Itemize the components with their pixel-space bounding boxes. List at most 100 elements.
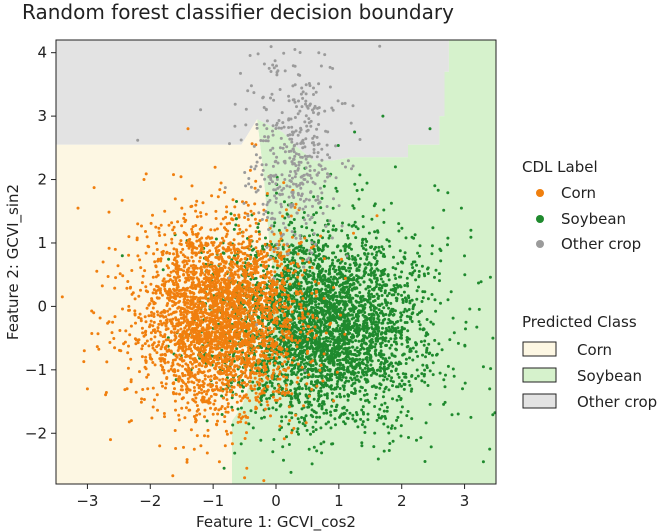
point-soybean — [326, 230, 330, 234]
point-soybean — [315, 342, 319, 346]
point-soybean — [446, 298, 450, 302]
point-soybean — [431, 361, 435, 365]
point-soybean — [328, 343, 332, 347]
point-soybean — [415, 438, 418, 442]
point-corn — [246, 396, 250, 400]
point-soybean — [475, 325, 479, 329]
point-soybean — [281, 445, 285, 449]
point-soybean — [380, 309, 384, 313]
point-soybean — [292, 218, 296, 221]
point-corn — [153, 363, 157, 367]
point-soybean — [387, 239, 391, 243]
point-corn — [343, 332, 347, 336]
point-soybean — [347, 379, 351, 383]
point-soybean — [415, 368, 419, 372]
point-soybean — [365, 364, 369, 368]
point-soybean — [323, 304, 327, 308]
point-soybean — [286, 373, 290, 377]
point-soybean — [399, 260, 403, 264]
point-soybean — [273, 386, 277, 390]
point-soybean — [347, 323, 351, 327]
point-soybean — [312, 397, 316, 401]
point-soybean — [326, 339, 330, 343]
point-soybean — [390, 369, 393, 373]
point-soybean — [239, 442, 243, 446]
point-soybean — [426, 267, 429, 271]
point-soybean — [385, 303, 389, 307]
point-soybean — [377, 359, 380, 362]
point-corn — [216, 412, 220, 416]
point-soybean — [387, 313, 391, 317]
point-soybean — [351, 204, 355, 208]
point-soybean — [369, 308, 373, 312]
point-soybean — [325, 352, 329, 356]
point-corn — [248, 379, 252, 383]
point-soybean — [414, 377, 418, 380]
point-soybean — [265, 362, 269, 366]
point-soybean — [337, 307, 341, 311]
point-soybean — [329, 426, 333, 430]
point-soybean — [444, 373, 447, 377]
point-soybean — [377, 320, 381, 324]
point-soybean — [387, 339, 391, 343]
point-soybean — [375, 262, 379, 265]
point-soybean — [388, 442, 392, 445]
point-soybean — [297, 420, 301, 424]
point-soybean — [330, 378, 334, 382]
point-soybean — [391, 320, 394, 324]
point-soybean — [296, 417, 300, 421]
point-soybean — [282, 458, 285, 462]
point-corn — [273, 327, 277, 331]
point-soybean — [416, 354, 420, 358]
point-soybean — [331, 298, 335, 302]
point-corn — [167, 313, 171, 317]
point-corn — [236, 269, 240, 273]
point-soybean — [234, 223, 238, 227]
point-soybean — [383, 401, 387, 405]
point-soybean — [382, 306, 386, 310]
point-soybean — [365, 255, 369, 259]
point-soybean — [389, 426, 393, 430]
point-soybean — [289, 220, 292, 224]
point-soybean — [446, 243, 449, 247]
point-soybean — [291, 275, 295, 279]
point-soybean — [326, 373, 329, 376]
point-soybean — [367, 291, 371, 295]
point-corn — [146, 387, 150, 391]
point-corn — [268, 326, 272, 330]
point-soybean — [410, 273, 414, 277]
point-soybean — [346, 236, 350, 240]
point-soybean — [333, 328, 337, 332]
point-soybean — [300, 225, 304, 229]
point-soybean — [415, 297, 419, 301]
point-soybean — [290, 314, 294, 318]
point-soybean — [299, 281, 303, 284]
point-corn — [177, 413, 181, 417]
point-soybean — [317, 320, 321, 324]
point-soybean — [335, 347, 339, 351]
point-soybean — [427, 342, 431, 346]
point-soybean — [389, 337, 393, 341]
point-soybean — [302, 417, 306, 421]
point-soybean — [349, 371, 353, 375]
point-soybean — [375, 368, 379, 372]
point-soybean — [268, 396, 271, 400]
point-soybean — [328, 267, 332, 271]
point-soybean — [319, 323, 323, 327]
point-corn — [148, 353, 152, 357]
point-corn — [180, 406, 184, 410]
point-soybean — [353, 353, 357, 357]
point-soybean — [367, 294, 371, 298]
point-soybean — [363, 315, 367, 319]
point-soybean — [415, 289, 419, 293]
point-soybean — [259, 263, 263, 267]
point-soybean — [394, 328, 398, 332]
point-soybean — [380, 245, 384, 249]
point-soybean — [416, 251, 420, 255]
point-soybean — [319, 386, 323, 390]
point-soybean — [429, 445, 433, 449]
point-soybean — [260, 395, 263, 399]
point-soybean — [371, 313, 375, 317]
point-soybean — [360, 295, 364, 299]
point-soybean — [399, 336, 402, 340]
